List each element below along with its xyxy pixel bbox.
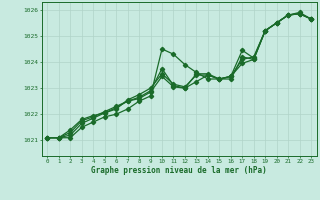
X-axis label: Graphe pression niveau de la mer (hPa): Graphe pression niveau de la mer (hPa) — [91, 166, 267, 175]
